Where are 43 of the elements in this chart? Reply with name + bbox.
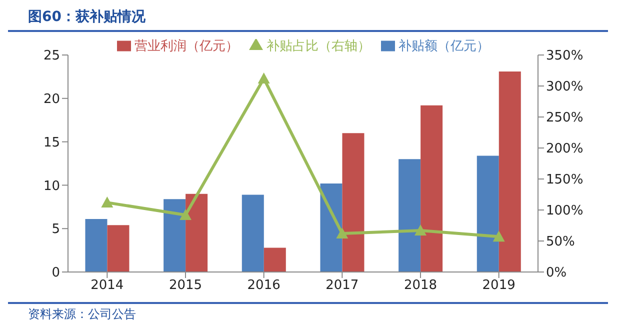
bar [164, 199, 186, 272]
point [492, 230, 505, 242]
y2-tick-label: 0% [546, 266, 567, 281]
y-tick-label: 10 [43, 178, 60, 194]
y2-tick-label: 250% [546, 110, 584, 126]
text: 资料来源：公司公告 [28, 306, 137, 323]
bar [320, 183, 342, 272]
legend-label: 补贴占比（右轴） [266, 39, 370, 54]
y-tick-label: 5 [52, 222, 60, 238]
y2-tick-label: 200% [546, 142, 584, 157]
y-tick-label: 15 [43, 135, 60, 150]
x-tick-label: 2019 [482, 278, 516, 294]
y2-tick-label: 150% [546, 172, 584, 188]
y-tick-label: 0 [52, 266, 60, 281]
legend-label: 补贴额（亿元） [398, 39, 490, 54]
y2-tick-label: 300% [546, 80, 584, 95]
y-tick-label: 20 [43, 92, 60, 108]
x-tick-label: 2018 [404, 278, 438, 294]
y2-tick-label: 50% [546, 234, 575, 250]
point [180, 208, 192, 220]
point [414, 224, 426, 236]
bar [107, 225, 130, 272]
bar [242, 194, 264, 272]
chart-title: 图60：获补贴情况 [8, 8, 608, 32]
legend-label: 营业利润（亿元） [134, 39, 238, 54]
point [336, 228, 348, 239]
bar [398, 159, 421, 272]
bar [85, 219, 108, 272]
bar [342, 133, 364, 272]
bar [476, 156, 499, 272]
bar [264, 248, 286, 272]
x-tick-label: 2015 [168, 278, 202, 294]
y2-tick-label: 350% [546, 48, 584, 64]
x-tick-label: 2014 [90, 278, 124, 294]
y2-tick-label: 100% [546, 204, 584, 219]
point [258, 72, 270, 84]
bar [420, 105, 443, 272]
bar [498, 71, 521, 272]
point [101, 196, 114, 208]
x-tick-label: 2017 [326, 278, 359, 294]
bar [186, 194, 208, 272]
x-tick-label: 2016 [247, 278, 280, 294]
y-tick-label: 25 [43, 48, 60, 64]
